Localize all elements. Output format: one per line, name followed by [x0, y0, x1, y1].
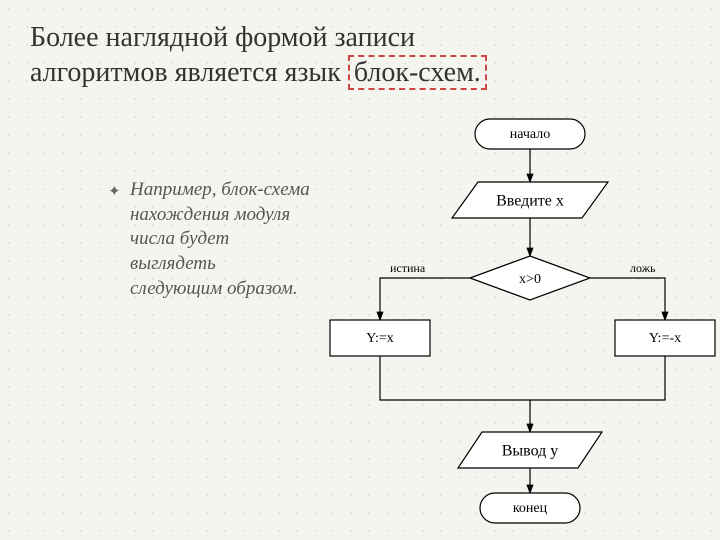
edge-label-false: ложь: [630, 261, 656, 275]
node-input-label: Введите x: [496, 193, 564, 210]
edge-decision-left: [380, 278, 470, 320]
node-right-proc-label: Y:=-x: [649, 331, 681, 346]
flowchart-diagram: начало Введите x x>0 истина ложь Y:=x Y:…: [320, 110, 720, 540]
title-line2-pre: алгоритмов является язык: [30, 57, 348, 88]
node-output-label: Вывод y: [502, 443, 559, 460]
bullet-marker-icon: ✦: [108, 182, 121, 201]
title-line1: Более наглядной формой записи: [30, 22, 415, 53]
edge-label-true: истина: [390, 261, 426, 275]
slide-title: Более наглядной формой записи алгоритмов…: [30, 20, 700, 90]
node-start-label: начало: [510, 127, 551, 142]
title-highlight: блок-схем.: [348, 55, 487, 90]
node-left-proc-label: Y:=x: [366, 331, 394, 346]
edge-right-merge: [530, 356, 665, 400]
node-decision-label: x>0: [519, 272, 541, 287]
edge-left-merge: [380, 356, 530, 400]
edge-decision-right: [590, 278, 665, 320]
bullet-text: Например, блок-схема нахождения модуля ч…: [130, 178, 310, 301]
node-end-label: конец: [513, 501, 548, 516]
